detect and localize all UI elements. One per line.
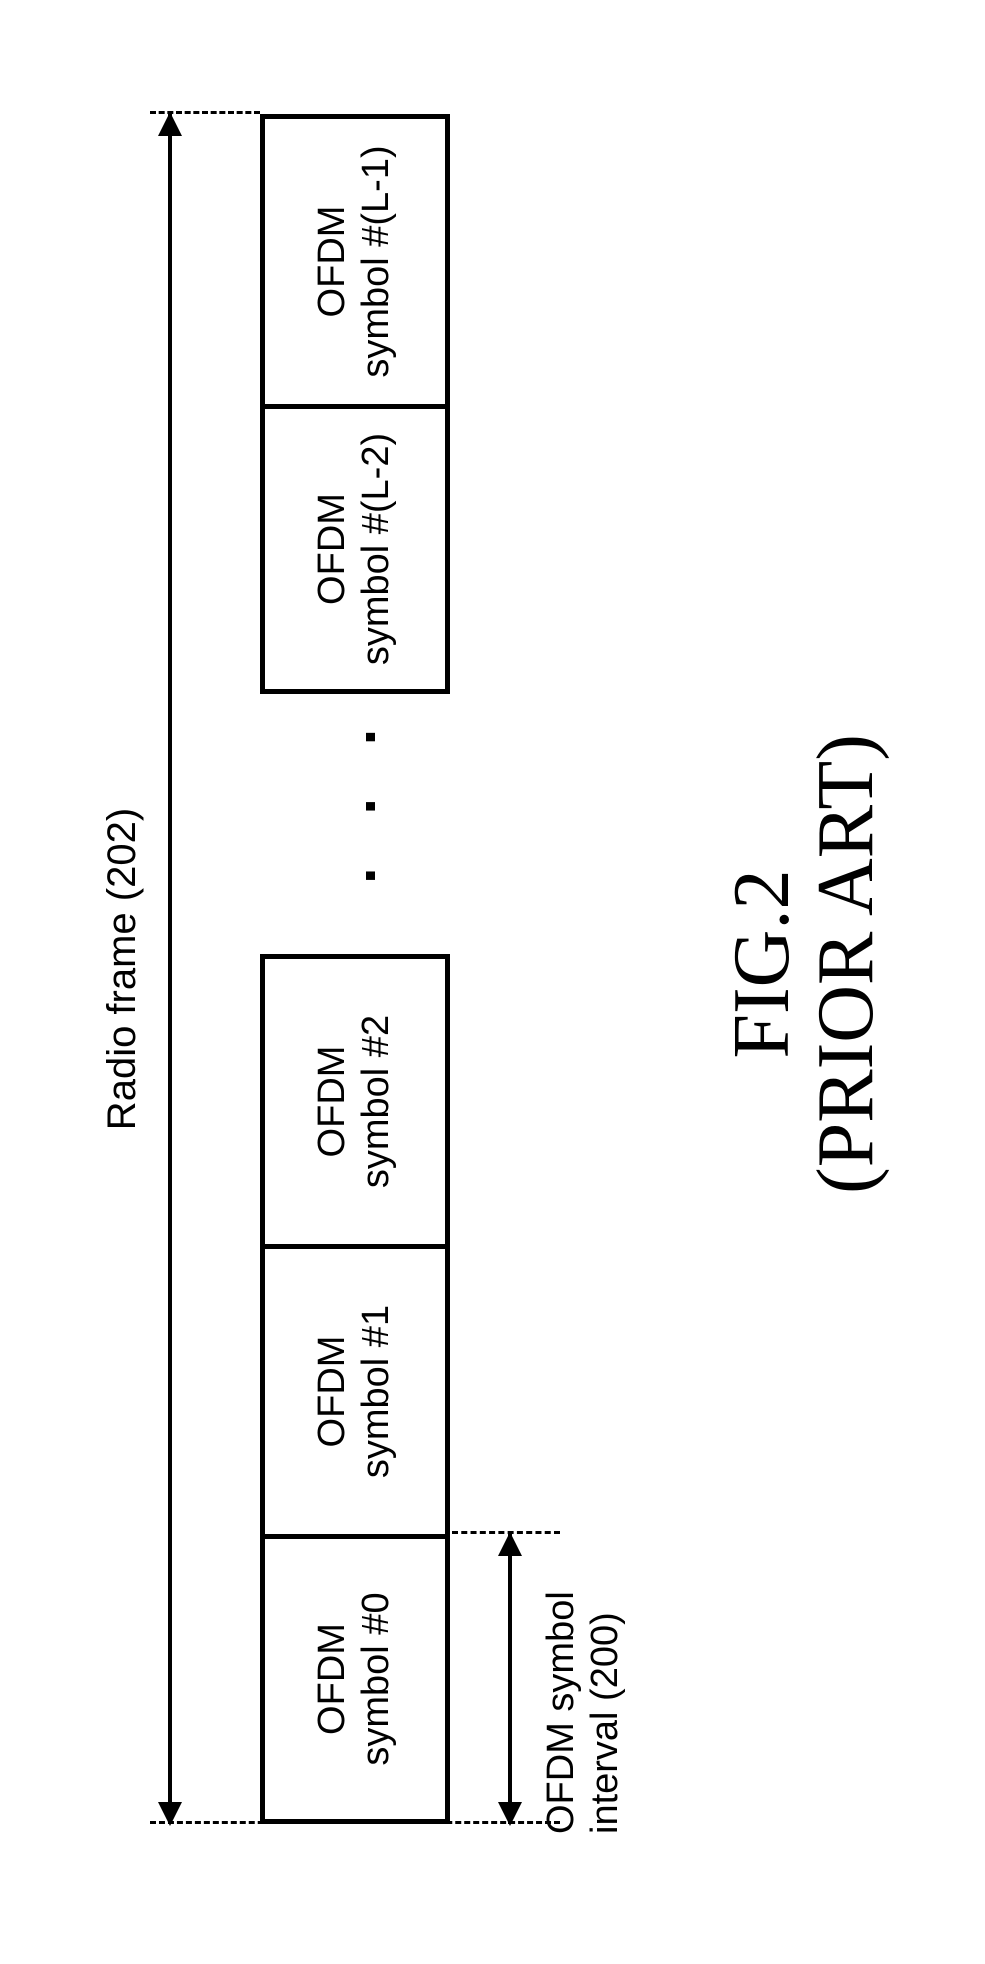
ofdm-symbol-L-2: OFDM symbol #(L-2) xyxy=(260,404,450,694)
ofdm-symbol-0: OFDM symbol #0 xyxy=(260,1534,450,1824)
ofdm-symbol-1: OFDM symbol #1 xyxy=(260,1244,450,1534)
ofdm-symbol-L-2-label: OFDM symbol #(L-2) xyxy=(311,433,398,665)
symbol-group-left: OFDM symbol #0 OFDM symbol #1 OFDM symbo… xyxy=(260,954,450,1824)
ellipsis: . . . xyxy=(320,711,389,884)
ofdm-symbol-1-label: OFDM symbol #1 xyxy=(311,1305,398,1478)
canvas: Radio frame (202) OFDM symbol #0 OFDM sy… xyxy=(0,0,985,1964)
ofdm-symbol-L-1-label: OFDM symbol #(L-1) xyxy=(311,145,398,377)
figure-caption: FIG.2 (PRIOR ART) xyxy=(720,664,888,1264)
ofdm-symbol-2-label: OFDM symbol #2 xyxy=(311,1015,398,1188)
symbol-group-right: OFDM symbol #(L-2) OFDM symbol #(L-1) xyxy=(260,114,450,694)
ofdm-symbol-0-label: OFDM symbol #0 xyxy=(311,1592,398,1765)
ofdm-symbol-L-1: OFDM symbol #(L-1) xyxy=(260,114,450,404)
ofdm-symbol-2: OFDM symbol #2 xyxy=(260,954,450,1244)
figure-number: FIG.2 xyxy=(718,870,806,1059)
diagram-stage: Radio frame (202) OFDM symbol #0 OFDM sy… xyxy=(0,0,985,1964)
dash-right xyxy=(150,111,260,114)
radio-frame-label: Radio frame (202) xyxy=(100,734,145,1204)
figure-subtitle: (PRIOR ART) xyxy=(802,734,890,1194)
symbol-interval-label: OFDM symbol interval (200) xyxy=(540,1591,627,1834)
